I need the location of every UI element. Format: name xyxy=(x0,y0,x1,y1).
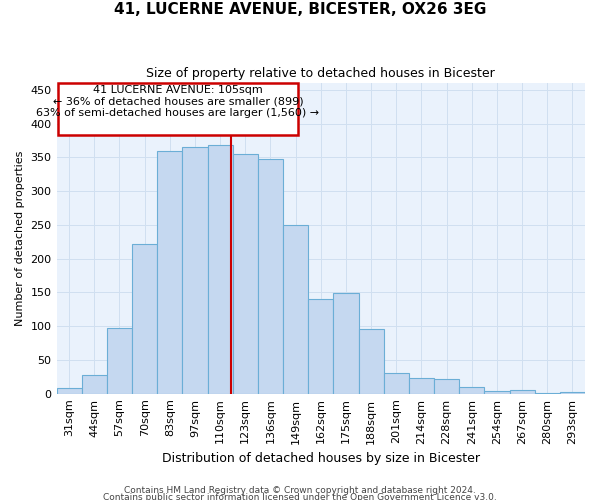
Bar xyxy=(509,390,535,394)
Bar xyxy=(383,374,409,394)
Text: 41 LUCERNE AVENUE: 105sqm: 41 LUCERNE AVENUE: 105sqm xyxy=(93,85,263,95)
FancyBboxPatch shape xyxy=(58,83,298,135)
Bar xyxy=(459,387,484,394)
Title: Size of property relative to detached houses in Bicester: Size of property relative to detached ho… xyxy=(146,68,495,80)
Text: Contains public sector information licensed under the Open Government Licence v3: Contains public sector information licen… xyxy=(103,494,497,500)
Bar xyxy=(283,225,308,394)
Bar xyxy=(82,376,107,394)
Bar xyxy=(560,392,585,394)
Text: 41, LUCERNE AVENUE, BICESTER, OX26 3EG: 41, LUCERNE AVENUE, BICESTER, OX26 3EG xyxy=(114,2,486,18)
Bar xyxy=(56,388,82,394)
Y-axis label: Number of detached properties: Number of detached properties xyxy=(15,150,25,326)
Text: 63% of semi-detached houses are larger (1,560) →: 63% of semi-detached houses are larger (… xyxy=(37,108,320,118)
Text: Contains HM Land Registry data © Crown copyright and database right 2024.: Contains HM Land Registry data © Crown c… xyxy=(124,486,476,495)
Bar xyxy=(233,154,258,394)
X-axis label: Distribution of detached houses by size in Bicester: Distribution of detached houses by size … xyxy=(162,452,480,465)
Bar xyxy=(535,393,560,394)
Bar xyxy=(308,299,334,394)
Bar xyxy=(409,378,434,394)
Text: ← 36% of detached houses are smaller (899): ← 36% of detached houses are smaller (89… xyxy=(53,97,303,107)
Bar xyxy=(334,293,359,394)
Bar xyxy=(434,380,459,394)
Bar xyxy=(258,160,283,394)
Bar xyxy=(132,244,157,394)
Bar xyxy=(182,147,208,394)
Bar xyxy=(359,329,383,394)
Bar xyxy=(484,391,509,394)
Bar xyxy=(208,145,233,394)
Bar xyxy=(157,150,182,394)
Bar xyxy=(107,328,132,394)
